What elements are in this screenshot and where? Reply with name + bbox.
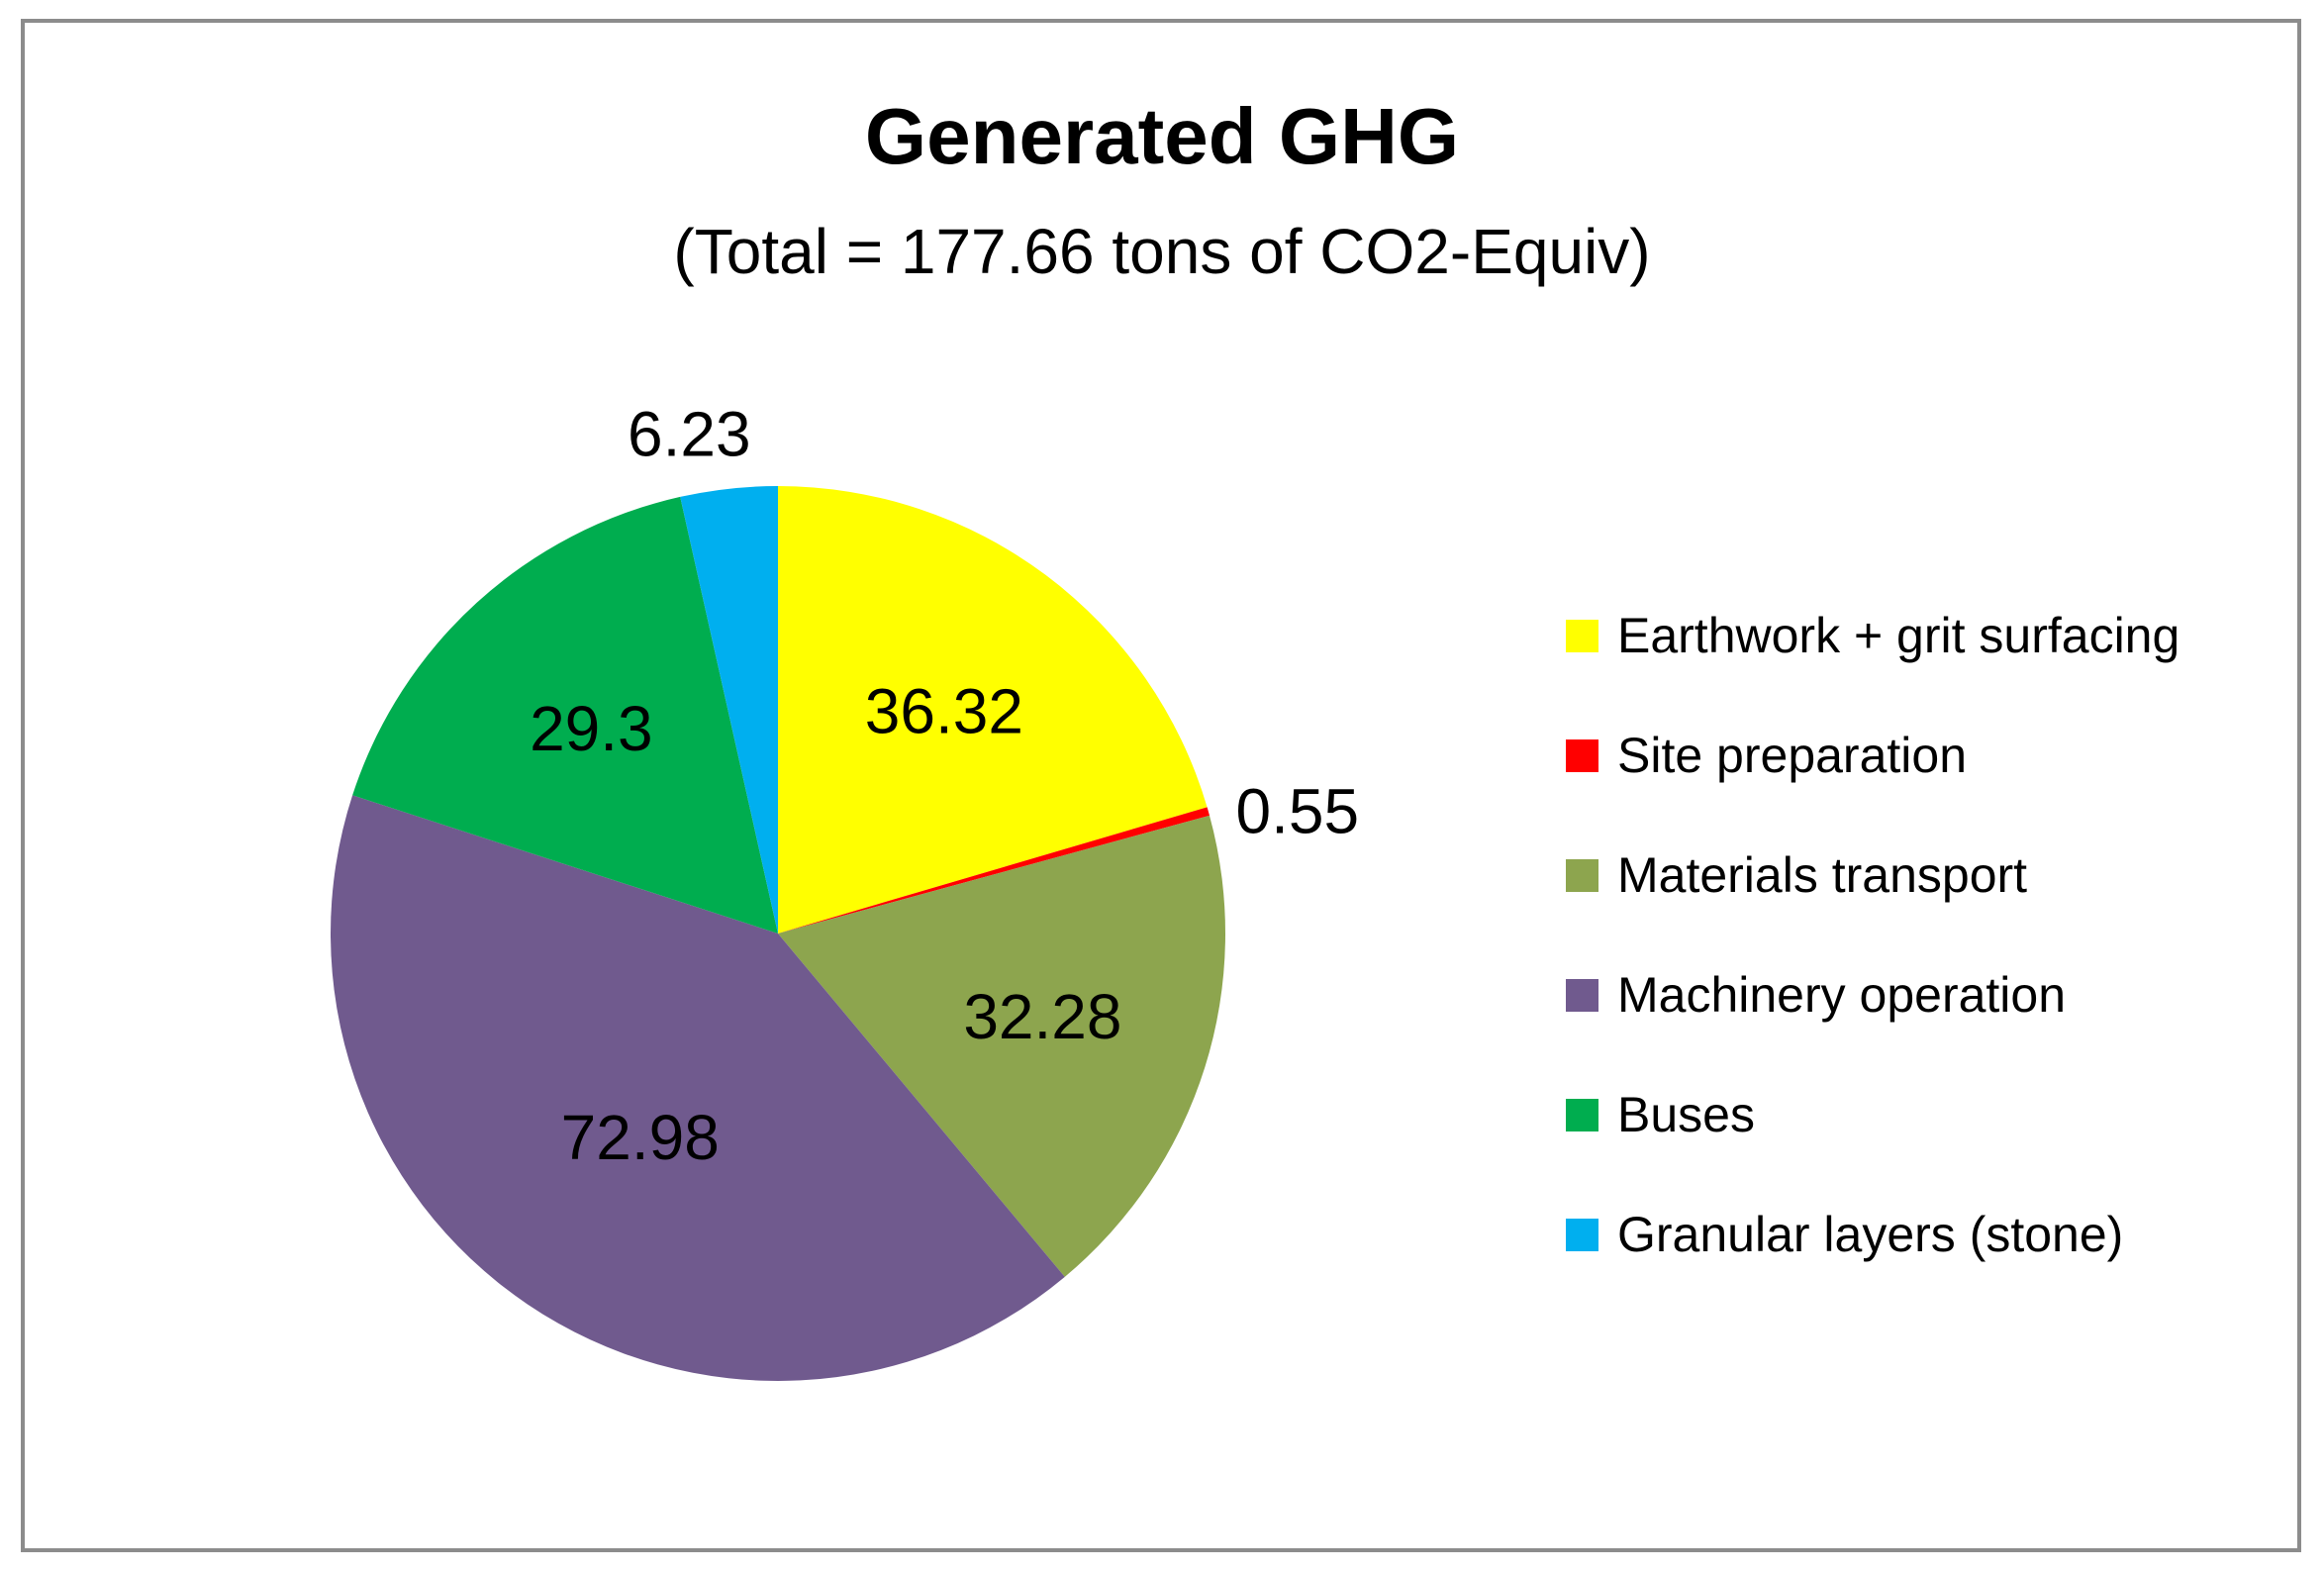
legend-item-site-preparation: Site preparation	[1566, 714, 2278, 834]
legend-item-buses: Buses	[1566, 1073, 2278, 1193]
legend-swatch	[1566, 979, 1598, 1012]
data-label-earthwork-grit-surfacing: 36.32	[865, 676, 1023, 747]
chart-title: Generated GHG	[864, 92, 1460, 180]
legend-label: Earthwork + grit surfacing	[1617, 608, 2180, 663]
chart-subtitle: (Total = 177.66 tons of CO2-Equiv)	[673, 216, 1651, 287]
data-label-buses: 29.3	[530, 693, 653, 764]
legend-swatch	[1566, 1099, 1598, 1131]
pie-slice-materials-transport	[778, 815, 1225, 1277]
legend: Earthwork + grit surfacing Site preparati…	[1566, 594, 2278, 1313]
legend-label: Machinery operation	[1617, 967, 2067, 1023]
pie-slice-granular-layers-stone	[680, 486, 778, 934]
data-label-site-preparation: 0.55	[1236, 776, 1360, 847]
data-label-granular-layers-stone: 6.23	[628, 399, 751, 470]
legend-item-earthwork-grit-surfacing: Earthwork + grit surfacing	[1566, 594, 2278, 714]
pie-slice-site-preparation	[778, 807, 1210, 934]
legend-item-materials-transport: Materials transport	[1566, 834, 2278, 953]
legend-swatch	[1566, 1219, 1598, 1251]
legend-swatch	[1566, 739, 1598, 772]
legend-label: Granular layers (stone)	[1617, 1207, 2124, 1262]
legend-item-machinery-operation: Machinery operation	[1566, 953, 2278, 1073]
legend-label: Buses	[1617, 1087, 1755, 1142]
legend-item-granular-layers-stone: Granular layers (stone)	[1566, 1193, 2278, 1313]
pie-slice-earthwork-grit-surfacing	[778, 486, 1208, 934]
pie-slice-machinery-operation	[330, 795, 1065, 1381]
pie-slice-buses	[352, 496, 778, 934]
data-label-materials-transport: 32.28	[963, 981, 1121, 1052]
legend-swatch	[1566, 620, 1598, 652]
legend-label: Site preparation	[1617, 728, 1968, 783]
legend-label: Materials transport	[1617, 847, 2028, 903]
data-label-machinery-operation: 72.98	[561, 1102, 720, 1173]
legend-swatch	[1566, 859, 1598, 892]
